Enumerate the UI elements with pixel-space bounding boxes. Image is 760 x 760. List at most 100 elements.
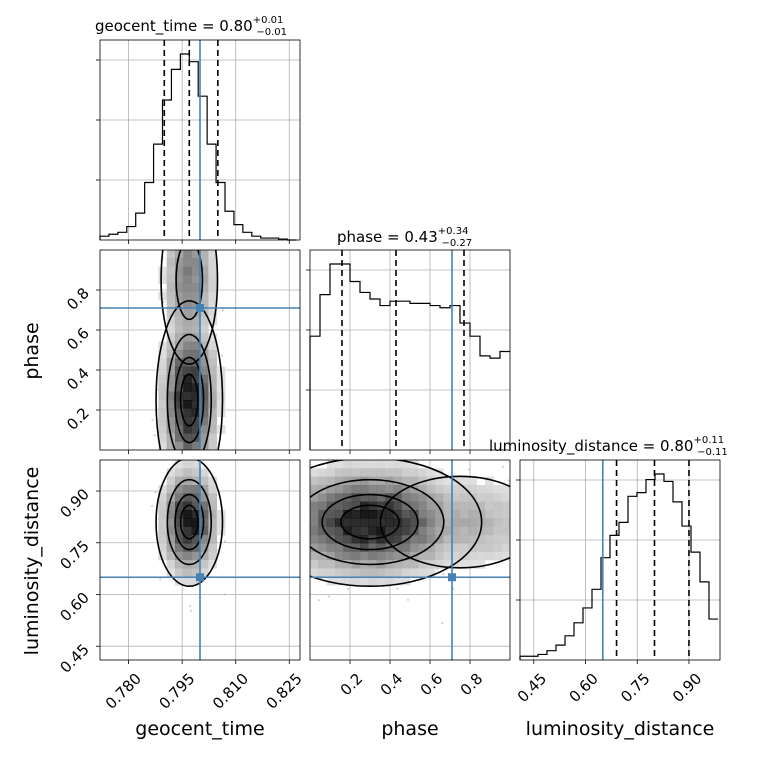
density-cell <box>393 543 403 553</box>
density-cell <box>166 291 176 301</box>
density-cell <box>200 476 209 486</box>
density-cell <box>460 526 469 536</box>
density-cell <box>343 526 353 536</box>
density-cell <box>208 358 218 368</box>
xtick-label-geocent_time-0: 0.780 <box>102 670 145 713</box>
density-cell <box>208 350 218 359</box>
ytick-label-luminosity_distance-0: 0.45 <box>56 640 92 676</box>
density-cell <box>200 518 209 528</box>
sample-point <box>150 504 154 508</box>
density-cell <box>166 485 176 494</box>
density-cell <box>208 518 218 528</box>
density-cell <box>376 460 386 469</box>
density-cell <box>351 493 361 503</box>
density-cell <box>310 510 319 519</box>
density-cell <box>393 560 403 569</box>
density-cell <box>410 560 419 569</box>
density-cell <box>166 568 176 578</box>
contour-level-2 <box>174 356 205 444</box>
density-cell <box>443 526 453 536</box>
sample-point <box>153 434 156 437</box>
density-cell <box>468 551 478 561</box>
density-cell <box>418 526 428 536</box>
hist-step-phase <box>309 263 510 450</box>
density-cell <box>343 501 353 511</box>
density-cell <box>360 551 369 561</box>
density-cell <box>166 476 176 486</box>
density-cell <box>351 468 361 478</box>
density-cell <box>191 283 201 293</box>
density-cell <box>335 543 344 553</box>
density-cell <box>485 526 494 536</box>
title-geocent-time: geocent_time = 0.80+0.01 −0.01 <box>95 15 287 38</box>
density-cell <box>410 501 419 511</box>
density-cell <box>476 501 486 511</box>
density-cell <box>426 468 436 478</box>
density-cell <box>191 250 201 259</box>
density-cell <box>443 535 453 544</box>
density-cell <box>476 535 486 544</box>
density-cell <box>183 316 193 326</box>
density-cell <box>335 485 344 494</box>
density-cell <box>208 300 218 309</box>
density-cell <box>175 510 184 519</box>
density-cell <box>335 568 344 578</box>
density-cell <box>468 501 478 511</box>
title-phase-prefix: phase = <box>337 228 404 246</box>
density-cell <box>401 468 411 478</box>
sample-point <box>154 491 157 494</box>
contour-level-0 <box>310 460 483 588</box>
density-cell <box>351 526 361 536</box>
density-cell <box>200 325 209 334</box>
density-cell <box>335 510 344 519</box>
density-cell <box>376 551 386 561</box>
density-cell <box>418 468 428 478</box>
density-cell <box>385 551 394 561</box>
density-cell <box>360 535 369 544</box>
density-cell <box>183 493 193 503</box>
title-phase: phase = 0.43+0.34 −0.27 <box>337 226 472 249</box>
density-cell <box>335 501 344 511</box>
density-cell <box>493 535 503 544</box>
density-cell <box>335 535 344 544</box>
density-cell <box>368 543 378 553</box>
density-cell <box>158 501 168 511</box>
density-cell <box>310 493 319 503</box>
density-cell <box>175 391 184 401</box>
contour-level-1 <box>166 478 213 566</box>
density-cell <box>318 468 328 478</box>
density-cell <box>166 535 176 544</box>
density-cell <box>175 460 184 469</box>
density-cell <box>158 433 168 443</box>
density-cell <box>191 551 201 561</box>
density-cell <box>326 543 336 553</box>
density-cell <box>360 518 369 528</box>
truth-marker <box>448 573 456 582</box>
density-cell <box>191 518 201 528</box>
density-cell <box>310 526 319 536</box>
density-cell <box>191 441 201 450</box>
sample-point <box>501 465 505 468</box>
density-cell <box>335 468 344 478</box>
density-cell <box>216 400 226 409</box>
density-cell <box>183 300 193 309</box>
density-cell <box>175 333 184 343</box>
density-cell <box>326 485 336 494</box>
sample-point <box>396 587 399 590</box>
density-cell <box>183 568 193 578</box>
density-cell <box>335 576 344 586</box>
ylabel-phase: phase <box>21 322 43 379</box>
density-cell <box>451 543 461 553</box>
density-cell <box>318 510 328 519</box>
density-cell <box>158 535 168 544</box>
density-cell <box>435 485 444 494</box>
density-cell <box>175 383 184 393</box>
density-cell <box>175 476 184 486</box>
density-cell <box>200 258 209 268</box>
density-cell <box>385 535 394 544</box>
density-cell <box>401 476 411 486</box>
xtick-label-luminosity_distance-3: 0.90 <box>669 670 705 706</box>
density-cell <box>175 501 184 511</box>
hist-luminosity-distance-panel <box>516 459 721 664</box>
density-cell <box>418 568 428 578</box>
